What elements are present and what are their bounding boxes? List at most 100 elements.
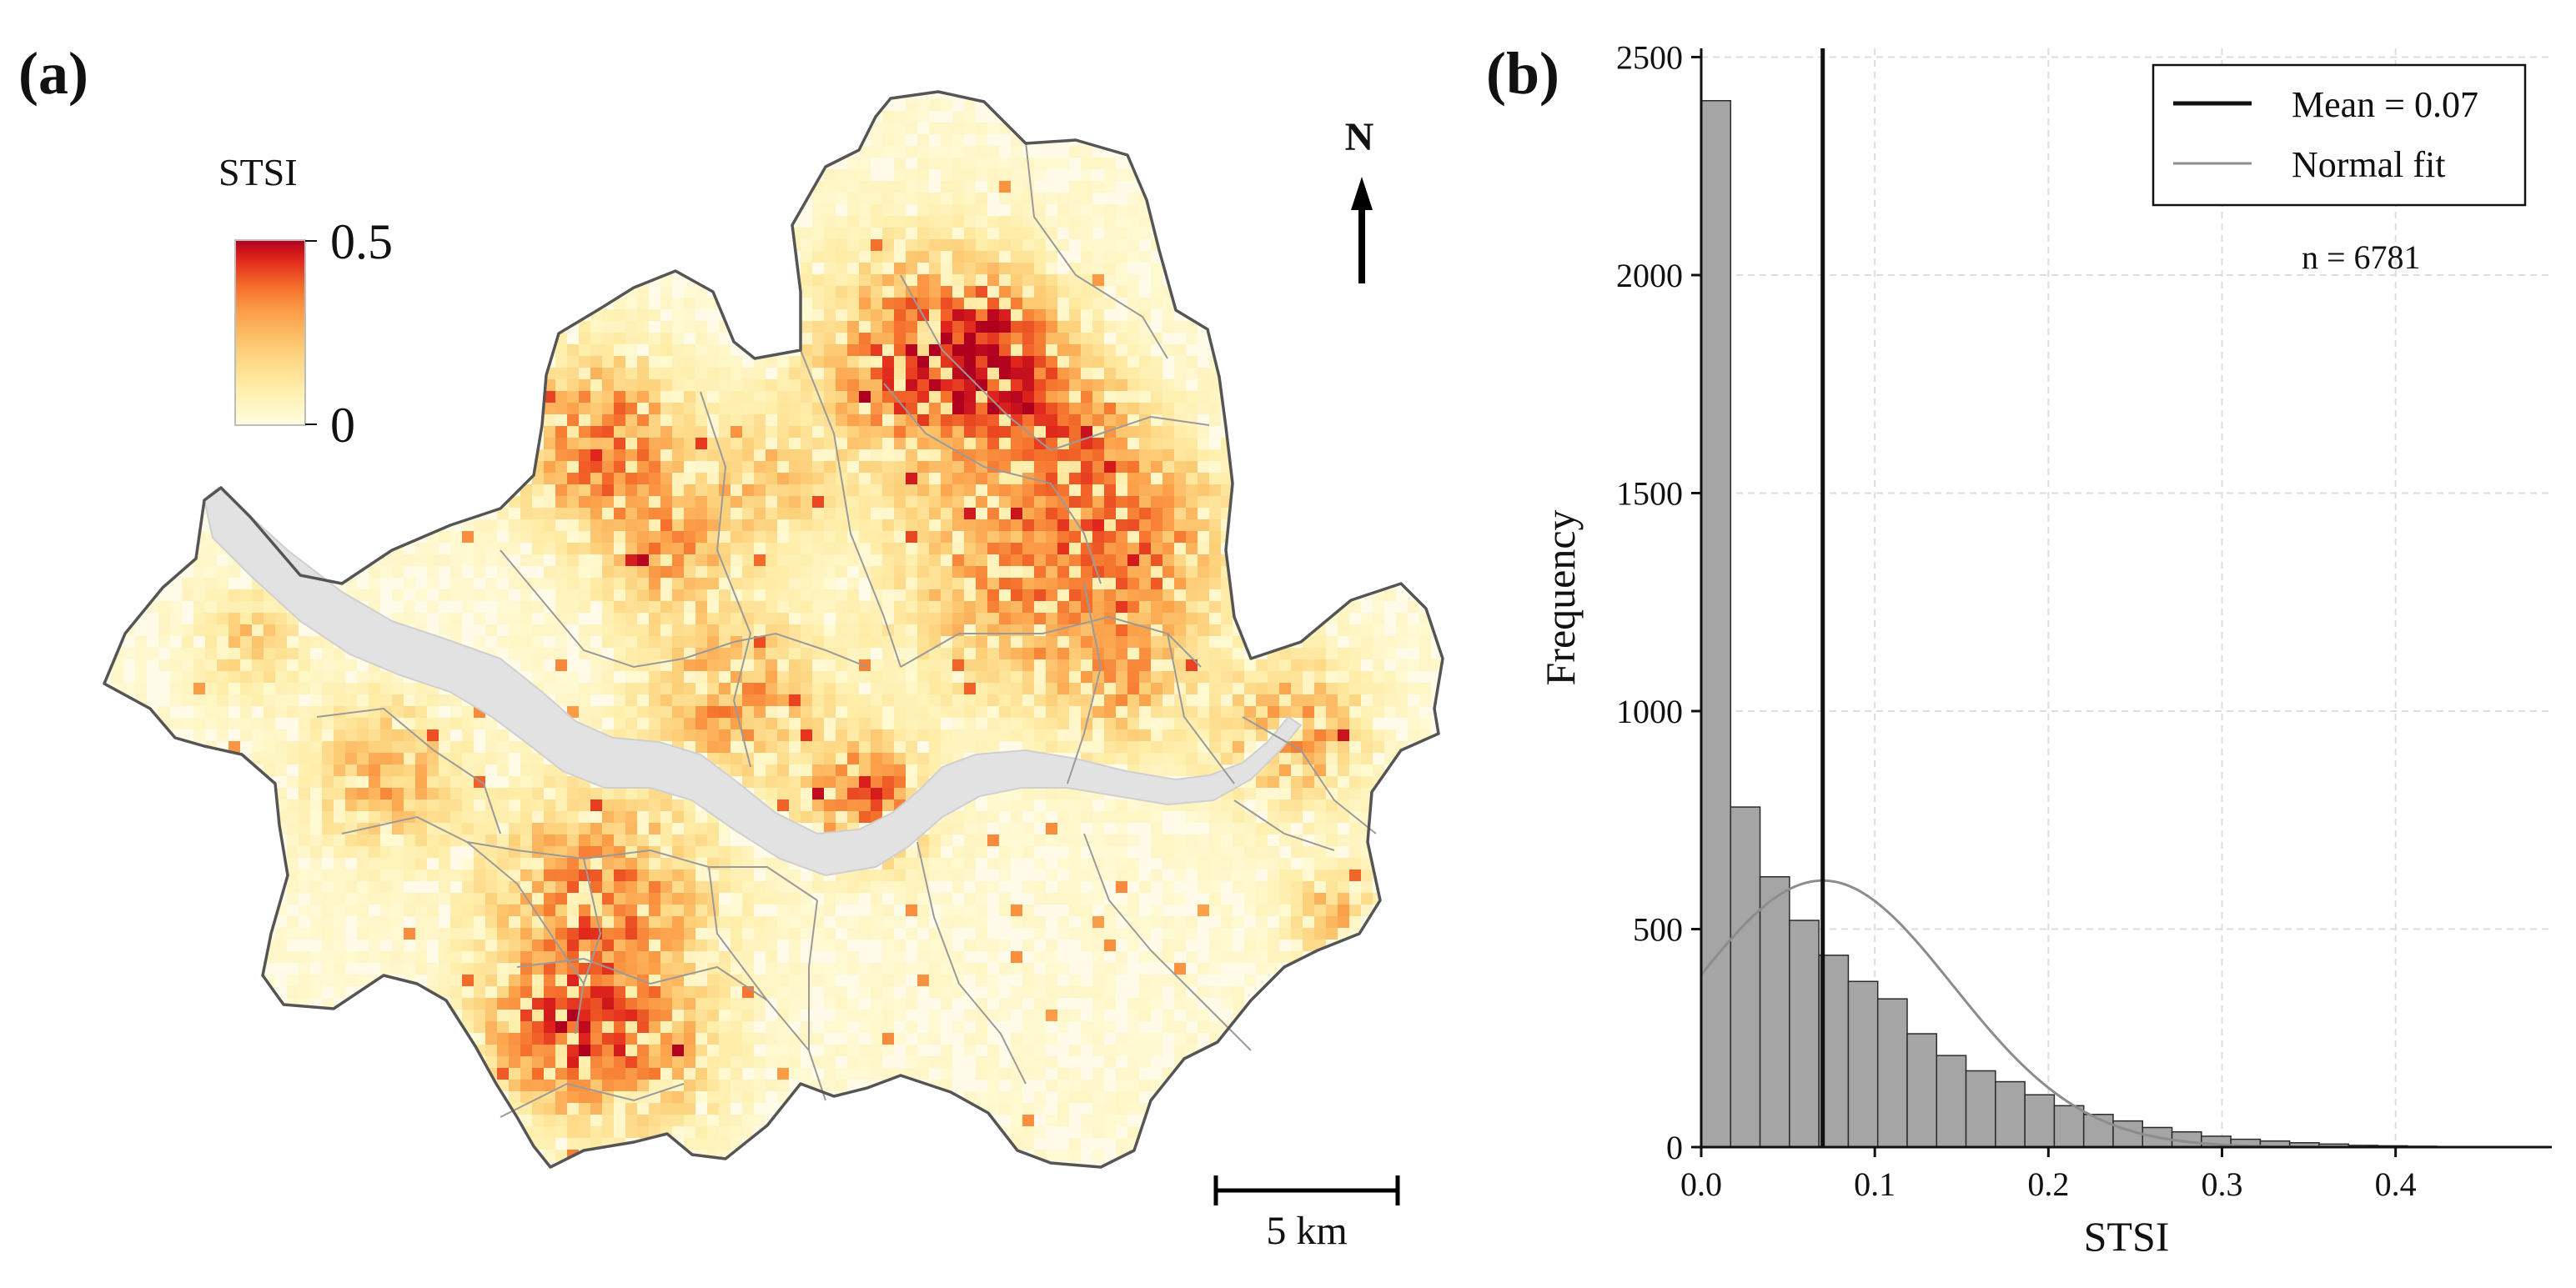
stsi-cell [240, 636, 252, 648]
stsi-cell [1326, 729, 1338, 741]
stsi-cell [637, 694, 649, 706]
stsi-cell [754, 403, 766, 414]
stsi-cell [1127, 426, 1139, 438]
stsi-cell [485, 998, 497, 1010]
stsi-cell [427, 916, 439, 928]
stsi-cell [380, 881, 392, 893]
stsi-cell [625, 461, 637, 473]
stsi-cell [987, 1010, 999, 1021]
stsi-cell [1046, 228, 1057, 239]
stsi-cell [462, 519, 474, 531]
stsi-cell [917, 706, 929, 718]
stsi-cell [1151, 636, 1162, 648]
stsi-cell [1034, 426, 1046, 438]
stsi-cell [614, 951, 625, 963]
stsi-cell [322, 811, 334, 823]
stsi-cell [287, 846, 299, 858]
stsi-cell [1244, 741, 1256, 753]
stsi-cell [228, 648, 240, 659]
stsi-cell [1162, 601, 1174, 613]
stsi-cell [801, 239, 812, 251]
stsi-cell [695, 893, 707, 905]
stsi-cell [660, 461, 672, 473]
stsi-cell [1046, 951, 1057, 963]
stsi-cell [649, 823, 660, 834]
stsi-cell [1011, 158, 1022, 169]
stsi-cell [859, 963, 871, 975]
stsi-cell [1092, 379, 1104, 391]
stsi-cell [544, 414, 555, 426]
stsi-cell [731, 403, 742, 414]
stsi-cell [1116, 426, 1127, 438]
stsi-cell [345, 799, 357, 811]
stsi-cell [579, 916, 590, 928]
stsi-cell [999, 963, 1011, 975]
stsi-cell [742, 403, 754, 414]
stsi-cell [1116, 624, 1127, 636]
stsi-cell [287, 928, 299, 940]
stsi-cell [882, 146, 894, 158]
stsi-cell [532, 1080, 544, 1091]
stsi-cell [824, 251, 836, 263]
stsi-cell [1081, 146, 1092, 158]
stsi-cell [882, 671, 894, 683]
stsi-cell [1092, 846, 1104, 858]
stsi-cell [836, 893, 847, 905]
stsi-cell [369, 951, 380, 963]
stsi-cell [987, 333, 999, 344]
stsi-cell [1057, 193, 1069, 204]
stsi-cell [1092, 368, 1104, 379]
stsi-cell [1198, 671, 1209, 683]
stsi-cell [1069, 309, 1081, 321]
stsi-cell [742, 905, 754, 916]
stsi-cell [1221, 928, 1233, 940]
stsi-cell [976, 543, 987, 554]
stsi-cell [544, 823, 555, 834]
stsi-cell [1162, 694, 1174, 706]
stsi-cell [532, 870, 544, 881]
stsi-cell [1011, 403, 1022, 414]
stsi-cell [812, 764, 824, 776]
stsi-cell [1139, 636, 1151, 648]
stsi-cell [1349, 659, 1361, 671]
stsi-cell [322, 823, 334, 834]
stsi-cell [871, 624, 882, 636]
stsi-cell [1162, 683, 1174, 694]
stsi-cell [1034, 204, 1046, 216]
stsi-cell [906, 368, 917, 379]
stsi-cell [1139, 659, 1151, 671]
stsi-cell [1221, 811, 1233, 823]
stsi-cell [1104, 928, 1116, 940]
stsi-cell [439, 928, 450, 940]
stsi-cell [1116, 228, 1127, 239]
stsi-cell [497, 1021, 509, 1033]
stsi-cell [264, 694, 275, 706]
stsi-cell [439, 846, 450, 858]
stsi-cell [976, 426, 987, 438]
stsi-cell [742, 706, 754, 718]
stsi-cell [1174, 391, 1186, 403]
stsi-cell [976, 496, 987, 508]
stsi-cell [789, 928, 801, 940]
stsi-cell [579, 823, 590, 834]
stsi-cell [695, 718, 707, 729]
stsi-cell [252, 636, 264, 648]
stsi-cell [1127, 356, 1139, 368]
stsi-cell [544, 788, 555, 799]
stsi-cell [684, 426, 695, 438]
stsi-cell [1361, 753, 1373, 764]
stsi-cell [474, 543, 485, 554]
stsi-cell [906, 251, 917, 263]
stsi-cell [392, 753, 404, 764]
stsi-cell [695, 1056, 707, 1068]
stsi-cell [1209, 484, 1221, 496]
stsi-cell [555, 776, 567, 788]
stsi-cell [1186, 403, 1198, 414]
stsi-cell [1069, 344, 1081, 356]
stsi-cell [917, 298, 929, 309]
stsi-cell [205, 613, 217, 624]
stsi-cell [801, 543, 812, 554]
stsi-cell [474, 531, 485, 543]
stsi-cell [649, 963, 660, 975]
stsi-cell [1104, 181, 1116, 193]
